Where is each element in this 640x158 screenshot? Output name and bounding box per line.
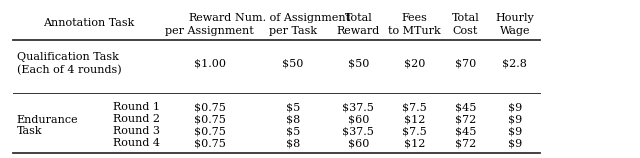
Text: $7.5: $7.5 (402, 126, 427, 136)
Text: $37.5: $37.5 (342, 126, 374, 136)
Text: Hourly: Hourly (495, 13, 534, 23)
Text: $1.00: $1.00 (194, 59, 226, 69)
Text: $8: $8 (285, 138, 300, 148)
Text: Task: Task (17, 126, 42, 136)
Text: $12: $12 (403, 138, 425, 148)
Text: $45: $45 (454, 102, 476, 112)
Text: $5: $5 (285, 102, 300, 112)
Text: $9: $9 (508, 126, 522, 136)
Text: Round 2: Round 2 (113, 114, 161, 124)
Text: $0.75: $0.75 (194, 138, 226, 148)
Text: per Assignment: per Assignment (166, 26, 254, 36)
Text: $72: $72 (454, 138, 476, 148)
Text: Qualification Task: Qualification Task (17, 52, 118, 62)
Text: $5: $5 (285, 126, 300, 136)
Text: $0.75: $0.75 (194, 114, 226, 124)
Text: Fees: Fees (401, 13, 427, 23)
Text: $2.8: $2.8 (502, 59, 527, 69)
Text: $20: $20 (403, 59, 425, 69)
Text: Round 1: Round 1 (113, 102, 161, 112)
Text: $7.5: $7.5 (402, 102, 427, 112)
Text: $37.5: $37.5 (342, 102, 374, 112)
Text: $9: $9 (508, 138, 522, 148)
Text: $50: $50 (282, 59, 303, 69)
Text: Total: Total (451, 13, 479, 23)
Text: $12: $12 (403, 114, 425, 124)
Text: Annotation Task: Annotation Task (43, 18, 134, 28)
Text: to MTurk: to MTurk (388, 26, 440, 36)
Text: (Each of 4 rounds): (Each of 4 rounds) (17, 65, 122, 76)
Text: $72: $72 (454, 114, 476, 124)
Text: Total: Total (344, 13, 372, 23)
Text: Num. of Assignment: Num. of Assignment (236, 13, 351, 23)
Text: $8: $8 (285, 114, 300, 124)
Text: $60: $60 (348, 138, 369, 148)
Text: $9: $9 (508, 102, 522, 112)
Text: Reward: Reward (337, 26, 380, 36)
Text: $9: $9 (508, 114, 522, 124)
Text: $50: $50 (348, 59, 369, 69)
Text: $0.75: $0.75 (194, 102, 226, 112)
Text: Round 4: Round 4 (113, 138, 161, 148)
Text: $70: $70 (454, 59, 476, 69)
Text: $45: $45 (454, 126, 476, 136)
Text: $60: $60 (348, 114, 369, 124)
Text: Wage: Wage (500, 26, 530, 36)
Text: $0.75: $0.75 (194, 126, 226, 136)
Text: Reward: Reward (188, 13, 232, 23)
Text: Round 3: Round 3 (113, 126, 161, 136)
Text: per Task: per Task (269, 26, 317, 36)
Text: Endurance: Endurance (17, 115, 78, 125)
Text: Cost: Cost (452, 26, 478, 36)
